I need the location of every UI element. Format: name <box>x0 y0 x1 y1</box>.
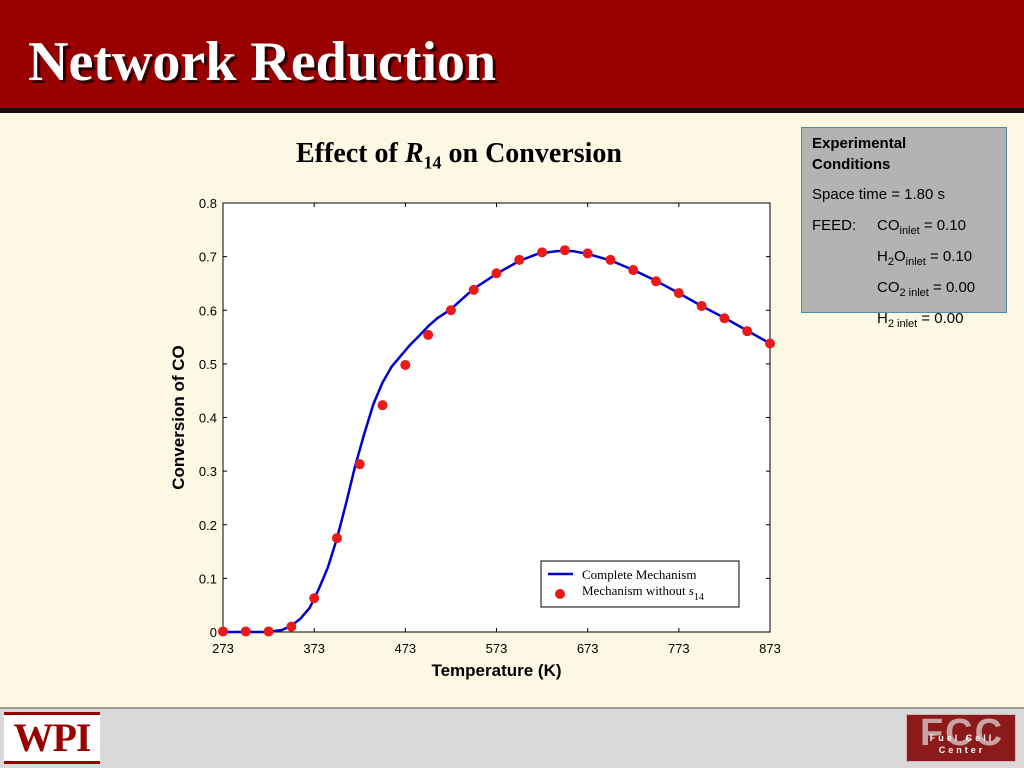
data-point-without-s14 <box>400 359 411 370</box>
y-tick-label: 0.4 <box>199 411 217 426</box>
chart-title-variable: R <box>404 138 424 169</box>
space-time-value: Space time = 1.80 s <box>812 186 945 203</box>
x-tick-label: 773 <box>668 641 690 656</box>
data-point-without-s14 <box>514 254 525 265</box>
title-bar <box>0 0 1024 108</box>
data-point-without-s14 <box>354 459 365 470</box>
x-tick-label: 273 <box>212 641 234 656</box>
x-tick-label: 373 <box>303 641 325 656</box>
h2o-value: = 0.10 <box>925 248 973 265</box>
slide-title: Network Reduction <box>28 31 497 93</box>
chart-title-prefix: Effect of <box>296 138 405 169</box>
h2-value: = 0.00 <box>917 310 964 327</box>
h2o-subscript: inlet <box>905 256 926 268</box>
conditions-heading-line1: Experimental <box>812 135 907 152</box>
data-point-without-s14 <box>468 284 479 295</box>
h2o-formula-h: H <box>877 248 888 265</box>
legend-label-variable: s <box>689 583 694 598</box>
co2-value: = 0.00 <box>928 279 976 296</box>
co2-subscript: 2 inlet <box>899 287 929 299</box>
co-formula: CO <box>877 217 900 234</box>
data-point-without-s14 <box>491 268 502 279</box>
h2-formula: H <box>877 310 888 327</box>
wpi-logo: WPI <box>4 712 100 764</box>
y-tick-label: 0.3 <box>199 464 217 479</box>
co2-formula: CO <box>877 279 900 296</box>
data-point-without-s14 <box>537 247 548 258</box>
h2o-formula-o: O <box>893 248 906 265</box>
data-point-without-s14 <box>628 265 639 276</box>
data-point-without-s14 <box>719 313 730 324</box>
data-point-without-s14 <box>309 593 320 604</box>
data-point-without-s14 <box>742 326 753 337</box>
data-point-without-s14 <box>765 338 775 349</box>
legend-label-complete: Complete Mechanism <box>582 567 696 582</box>
data-point-without-s14 <box>559 245 570 256</box>
wpi-logo-text: WPI <box>13 715 92 760</box>
legend-label-without: Mechanism without s14 <box>582 583 704 603</box>
x-axis-label: Temperature (K) <box>431 661 561 680</box>
y-tick-label: 0.7 <box>199 250 217 265</box>
feed-co: COinlet = 0.10 <box>877 217 966 240</box>
feed-h2: H2 inlet = 0.00 <box>877 310 964 333</box>
data-point-without-s14 <box>445 305 456 316</box>
data-point-without-s14 <box>286 621 297 632</box>
fcc-logo-subtitle: Fuel Cell Center <box>929 733 995 755</box>
data-point-without-s14 <box>582 248 593 259</box>
y-tick-label: 0.2 <box>199 518 217 533</box>
legend-label-subscript: 14 <box>694 592 704 603</box>
co-subscript: inlet <box>899 225 920 237</box>
data-point-without-s14 <box>218 626 228 637</box>
co-value: = 0.10 <box>919 217 966 234</box>
chart-title-subscript: 14 <box>423 152 442 173</box>
conditions-heading-line2: Conditions <box>812 156 891 173</box>
fcc-logo-letters: FCC <box>919 714 1005 754</box>
x-tick-label: 873 <box>759 641 781 656</box>
data-point-without-s14 <box>423 329 434 340</box>
x-tick-label: 573 <box>486 641 508 656</box>
data-point-without-s14 <box>331 533 342 544</box>
h2o-subscript-2: 2 <box>887 256 894 268</box>
data-point-without-s14 <box>263 626 274 637</box>
legend-marker-swatch <box>555 589 565 599</box>
x-tick-label: 473 <box>394 641 416 656</box>
title-divider <box>0 108 1024 113</box>
footer-bar <box>0 707 1024 768</box>
y-axis-label: Conversion of CO <box>169 345 188 490</box>
chart-title: Effect of R14 on Conversion <box>296 134 716 183</box>
y-tick-label: 0.8 <box>199 196 217 211</box>
data-point-without-s14 <box>696 300 707 311</box>
x-tick-label: 673 <box>577 641 599 656</box>
y-tick-label: 0.6 <box>199 303 217 318</box>
conditions-box <box>801 127 1007 313</box>
data-point-without-s14 <box>651 276 662 287</box>
legend-label-prefix: Mechanism without <box>582 583 689 598</box>
legend-box <box>540 560 740 608</box>
data-point-without-s14 <box>240 626 251 637</box>
fuel-cell-center-logo: FCC Fuel Cell Center <box>906 714 1016 762</box>
y-tick-label: 0 <box>210 625 217 640</box>
chart-title-suffix: on Conversion <box>441 138 622 169</box>
feed-h2o: H2Oinlet = 0.10 <box>877 248 972 271</box>
feed-co2: CO2 inlet = 0.00 <box>877 279 975 302</box>
h2-subscript: 2 inlet <box>887 318 918 330</box>
data-point-without-s14 <box>605 254 616 265</box>
data-point-without-s14 <box>673 288 684 299</box>
feed-label: FEED: <box>812 217 857 234</box>
data-point-without-s14 <box>377 400 388 411</box>
y-tick-label: 0.5 <box>199 357 217 372</box>
y-tick-label: 0.1 <box>199 571 217 586</box>
